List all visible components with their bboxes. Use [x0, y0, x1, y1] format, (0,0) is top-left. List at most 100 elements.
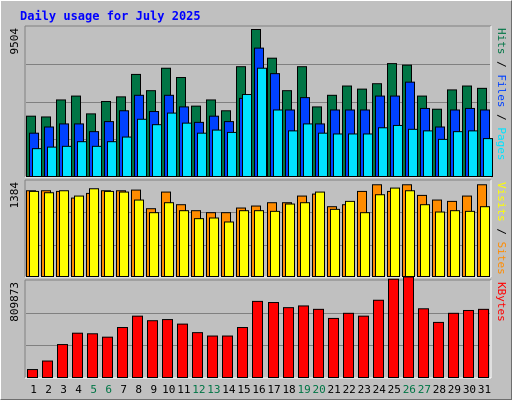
transfer-kbytes-bar-day-1 — [27, 369, 38, 378]
panel-1-max-label: 1384 — [8, 182, 21, 209]
x-tick-label-day-13: 13 — [207, 383, 220, 396]
requests-pages-bar-day-25 — [393, 124, 403, 178]
x-tick-label-day-20: 20 — [313, 383, 326, 396]
visitors-visits-bar-day-15 — [239, 210, 249, 277]
transfer-kbytes-bar-day-6 — [102, 336, 113, 379]
visitors-visits-bar-day-22 — [345, 200, 355, 278]
requests-pages-bar-day-2 — [47, 146, 57, 178]
panel-2-max-label: 809873 — [8, 282, 21, 322]
x-tick-label-day-2: 2 — [45, 383, 52, 396]
x-tick-label-day-5: 5 — [90, 383, 97, 396]
requests-pages-bar-day-27 — [423, 130, 433, 177]
x-tick-label-day-18: 18 — [282, 383, 295, 396]
requests-pages-bar-day-19 — [303, 123, 313, 177]
transfer-kbytes-bar-day-15 — [237, 327, 248, 378]
transfer-kbytes-bar-day-14 — [222, 335, 233, 379]
x-tick-label-day-23: 23 — [358, 383, 371, 396]
requests-pages-bar-day-28 — [438, 138, 448, 177]
visitors-visits-bar-day-2 — [44, 192, 54, 277]
visitors-visits-bar-day-17 — [270, 210, 280, 277]
requests-pages-bar-day-11 — [182, 122, 192, 178]
transfer-kbytes-bar-day-18 — [283, 307, 294, 379]
visitors-visits-bar-day-24 — [375, 194, 385, 278]
visitors-visits-bar-day-23 — [360, 212, 370, 277]
visitors-visits-bar-day-8 — [134, 199, 144, 277]
x-tick-label-day-25: 25 — [388, 383, 401, 396]
chart-title: Daily usage for July 2025 — [20, 9, 201, 23]
transfer-kbytes-bar-day-5 — [87, 333, 98, 378]
transfer-kbytes-bar-day-7 — [117, 327, 128, 378]
x-tick-label-day-17: 17 — [267, 383, 280, 396]
requests-pages-bar-day-21 — [333, 133, 343, 177]
visitors-visits-bar-day-7 — [119, 191, 129, 277]
requests-pages-bar-day-8 — [137, 118, 147, 177]
visitors-visits-bar-day-27 — [420, 204, 430, 278]
panel-1-legend: Visits / Sites — [495, 182, 508, 275]
x-tick-label-day-22: 22 — [343, 383, 356, 396]
requests-pages-bar-day-10 — [167, 112, 177, 177]
visitors-visits-bar-day-26 — [405, 190, 415, 277]
visitors-visits-bar-day-28 — [435, 211, 445, 277]
visitors-visits-bar-day-6 — [104, 190, 114, 278]
legend-kbytes: KBytes — [495, 282, 508, 322]
panel-2-legend: KBytes — [495, 282, 508, 322]
x-tick-label-day-28: 28 — [433, 383, 446, 396]
visitors-visits-bar-day-16 — [254, 210, 264, 277]
transfer-kbytes-bar-day-11 — [177, 323, 188, 379]
transfer-kbytes-bar-day-21 — [328, 317, 339, 379]
x-tick-label-day-19: 19 — [297, 383, 310, 396]
x-tick-label-day-30: 30 — [463, 383, 476, 396]
transfer-kbytes-bar-day-22 — [343, 312, 354, 379]
requests-pages-bar-day-15 — [242, 94, 252, 177]
x-tick-label-day-1: 1 — [30, 383, 37, 396]
legend-separator: / — [495, 108, 508, 128]
transfer-kbytes-bar-day-25 — [388, 278, 399, 378]
transfer-kbytes-bar-day-12 — [192, 332, 203, 378]
visitors-visits-bar-day-1 — [29, 190, 39, 278]
x-tick-label-day-8: 8 — [135, 383, 142, 396]
legend-hits: Hits — [495, 28, 508, 55]
legend-separator: / — [495, 222, 508, 242]
transfer-kbytes-bar-day-26 — [403, 276, 414, 379]
visitors-visits-bar-day-25 — [390, 187, 400, 278]
x-tick-label-day-31: 31 — [478, 383, 491, 396]
transfer-kbytes-bar-day-10 — [162, 319, 173, 379]
visitors-visits-bar-day-9 — [149, 212, 159, 277]
transfer-kbytes-bar-day-17 — [268, 302, 279, 378]
transfer-kbytes-bar-day-29 — [448, 312, 459, 379]
x-tick-label-day-14: 14 — [222, 383, 236, 396]
transfer-kbytes-bar-day-30 — [463, 309, 474, 378]
visitors-visits-bar-day-13 — [209, 217, 219, 277]
visitors-visits-bar-day-10 — [164, 202, 174, 277]
transfer-kbytes-bar-day-19 — [298, 305, 309, 379]
visitors-visits-bar-day-29 — [450, 210, 460, 277]
requests-pages-bar-day-23 — [363, 133, 373, 177]
legend-separator: / — [495, 55, 508, 75]
requests-pages-bar-day-7 — [122, 136, 132, 178]
x-tick-label-day-4: 4 — [75, 383, 82, 396]
x-tick-label-day-21: 21 — [328, 383, 341, 396]
visitors-visits-bar-day-14 — [224, 221, 234, 278]
legend-files: Files — [495, 74, 508, 107]
requests-pages-bar-day-13 — [212, 129, 222, 177]
requests-pages-bar-day-4 — [77, 141, 87, 178]
transfer-kbytes-bar-day-8 — [132, 315, 143, 378]
visitors-visits-bar-day-4 — [74, 195, 84, 277]
x-tick-label-day-15: 15 — [237, 383, 250, 396]
requests-pages-bar-day-31 — [483, 138, 493, 177]
transfer-kbytes-bar-day-13 — [207, 335, 218, 379]
transfer-kbytes-bar-day-2 — [42, 360, 53, 379]
requests-pages-bar-day-14 — [227, 131, 237, 178]
x-tick-label-day-24: 24 — [373, 383, 387, 396]
requests-pages-bar-day-22 — [348, 133, 358, 177]
transfer-kbytes-bar-day-23 — [358, 315, 369, 378]
transfer-kbytes-bar-day-4 — [72, 332, 83, 378]
x-tick-label-day-7: 7 — [120, 383, 127, 396]
requests-pages-bar-day-16 — [257, 67, 267, 177]
x-tick-label-day-29: 29 — [448, 383, 461, 396]
requests-pages-bar-day-17 — [273, 109, 283, 177]
x-tick-label-day-10: 10 — [162, 383, 175, 396]
transfer-kbytes-bar-day-24 — [373, 299, 384, 379]
visitors-visits-bar-day-3 — [59, 190, 69, 277]
